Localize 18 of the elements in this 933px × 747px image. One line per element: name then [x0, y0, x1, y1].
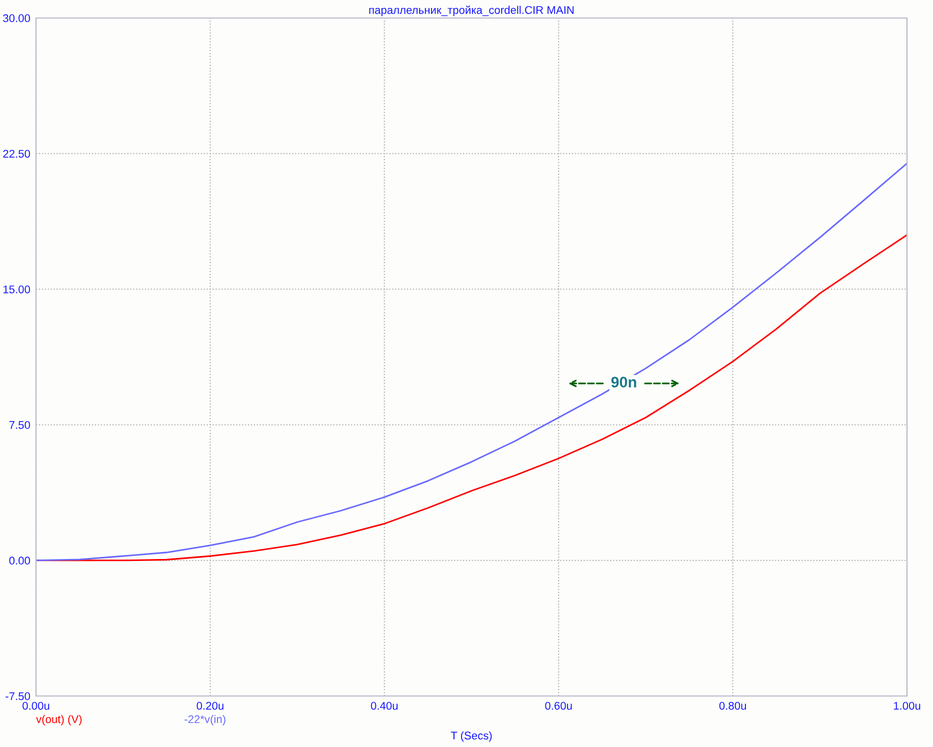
x-tick-label: 0.60u [545, 702, 572, 710]
line-series [36, 162, 907, 562]
x-tick-label: 1.00u [894, 702, 920, 710]
y-tick-label: -7.50 [6, 692, 30, 700]
y-tick-label: 30.00 [3, 14, 30, 22]
x-tick-label: 0.40u [370, 702, 398, 710]
x-tick-label: 0.00u [22, 702, 50, 710]
text: -22*v(in) [184, 714, 226, 726]
y-tick-label: 15.00 [3, 285, 30, 294]
annotation: 90n [611, 376, 636, 388]
y-tick-label: 22.50 [3, 150, 30, 158]
x-tick-label: 0.80u [719, 702, 746, 710]
x-axis-title: T (Secs) [450, 731, 492, 742]
y-tick-label: 0.00 [9, 556, 30, 565]
text: v(out) (V) [36, 714, 82, 726]
y-tick-label: 7.50 [9, 421, 30, 429]
x-tick-label: 0.20u [196, 702, 224, 710]
chart-title: параллельник_тройка_cordell.CIR MAIN [369, 6, 574, 16]
